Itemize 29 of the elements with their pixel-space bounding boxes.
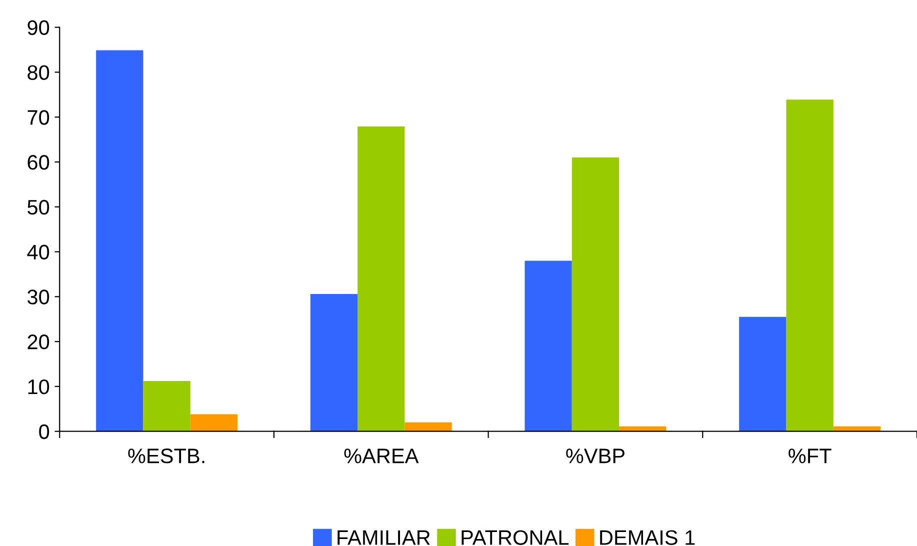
y-tick-label: 10 [28, 379, 50, 394]
y-tick-label: 40 [27, 244, 50, 260]
bar [190, 414, 238, 432]
bar [739, 316, 786, 432]
bar [310, 294, 358, 432]
bar [524, 260, 572, 432]
legend-label: PATRONAL [462, 530, 569, 545]
legend-label: DEMAIS 1 [600, 530, 695, 545]
y-tick-label: 50 [28, 200, 50, 215]
bar [572, 157, 620, 432]
y-tick-label: 80 [28, 65, 50, 80]
y-tick-label: 30 [28, 290, 50, 304]
bar [143, 381, 190, 432]
x-tick-label: %FT [788, 448, 832, 464]
y-tick-label: 60 [28, 154, 50, 170]
bar [96, 50, 144, 432]
bar [358, 126, 405, 432]
x-tick-label: %AREA [344, 448, 419, 464]
y-tick-label: 70 [28, 110, 50, 125]
y-tick-label: 20 [28, 334, 50, 350]
bar [833, 426, 881, 432]
bar [786, 100, 834, 432]
legend-label: FAMILIAR [338, 530, 430, 545]
bar [404, 422, 452, 432]
y-tick-label: 0 [39, 424, 50, 440]
bar [619, 426, 666, 432]
y-tick-label: 90 [28, 20, 50, 36]
x-tick-label: %VBP [566, 448, 624, 464]
x-tick-label: %ESTB. [128, 448, 204, 464]
